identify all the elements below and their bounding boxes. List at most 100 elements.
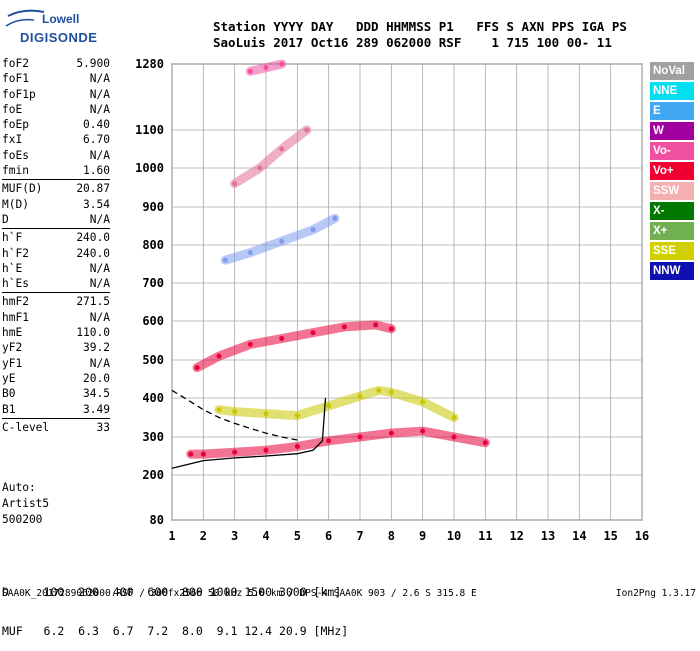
muf-table: D 100 200 400 600 800 1000 1500 3000 [km… [2,560,348,651]
param-value: N/A [89,87,110,101]
param-key: foF2 [2,57,29,70]
y-tick-label: 600 [142,314,164,328]
x-tick-label: 9 [419,529,426,543]
x-tick-label: 6 [325,529,332,543]
param-key: MUF(D) [2,182,43,196]
param-row-h-f: h`F 240.0 [2,230,168,245]
y-tick-label: 1280 [135,57,164,71]
param-row-h-e: h`E N/A [2,261,168,276]
echo-point [304,127,310,133]
echo-trace-3 [192,320,396,373]
param-value: 240.0 [76,231,110,245]
echo-point [388,326,394,332]
x-tick-label: 3 [231,529,238,543]
param-row-fof1: foF1 N/A [2,71,168,86]
param-row-yf2: yF2 39.2 [2,340,168,355]
param-row-hmf1: hmF1 N/A [2,310,168,325]
param-row-h-f2: h`F2 240.0 [2,246,168,261]
param-value: 1.60 [83,164,110,178]
param-row-h-es: h`Es N/A [2,276,168,291]
logo-swoosh-icon [5,9,45,27]
param-key: yE [2,371,16,385]
echo-point [257,165,263,171]
legend-item-vo-: Vo+ [650,162,694,180]
echo-point [222,257,228,263]
param-value: N/A [89,310,110,324]
param-key: h`E [2,261,23,275]
echo-point [263,65,269,71]
param-value: 110.0 [76,326,110,340]
x-tick-label: 5 [294,529,301,543]
param-row-b0: B0 34.5 [2,386,168,401]
polarization-legend: NoVal NNE E W Vo- Vo+ SSW X- X+ SSE NNW [650,62,694,282]
logo-text-digisonde: DIGISONDE [20,30,98,45]
echo-point [310,227,316,233]
y-tick-label: 1000 [135,161,164,175]
echo-point [373,322,379,328]
software-version: Ion2Png 1.3.17 [615,588,696,599]
echo-point [232,449,238,455]
param-row-fof1p: foF1p N/A [2,87,168,102]
param-value: 3.54 [83,197,110,211]
x-tick-label: 16 [635,529,649,543]
echo-point [188,451,194,457]
y-tick-label: 200 [142,468,164,482]
param-separator [2,292,110,294]
echo-point [294,444,300,449]
param-row-fof2: foF2 5.900 [2,56,168,71]
echo-trace-5 [230,125,312,189]
param-value: N/A [89,102,110,116]
param-key: foEs [2,148,29,162]
param-key: hmF1 [2,310,29,324]
echo-point [216,407,222,413]
param-row-fmin: fmin 1.60 [2,163,168,178]
echo-point [247,250,253,256]
y-tick-label: 300 [142,430,164,444]
plot-frame [171,63,643,521]
param-key: foEp [2,118,29,132]
echo-point [294,413,300,419]
echo-point [263,447,269,453]
param-value: 34.5 [83,387,110,401]
param-key: C-level [2,420,50,434]
station-header-values: SaoLuis 2017 Oct16 289 062000 RSF 1 715 … [213,35,612,50]
legend-item-noval: NoVal [650,62,694,80]
echo-point [279,238,285,244]
param-key: h`F2 [2,246,29,260]
param-key: B0 [2,387,16,401]
param-row-fxi: fxI 6.70 [2,132,168,147]
y-tick-label: 80 [150,513,164,527]
param-value: 0.40 [83,118,110,132]
autoscaling-info: Auto: Artist5 500200 [2,480,49,528]
o-mode-model-curve [171,397,327,469]
param-value: N/A [89,72,110,86]
auto-software: Artist5 [2,497,50,510]
param-row-yf1: yF1 N/A [2,356,168,371]
param-key: h`Es [2,277,29,291]
ionogram-chart: 1 2 3 4 5 6 7 8 9 10 11 12 13 14 15 1680200300400500600… [135,57,649,543]
param-value: N/A [89,356,110,370]
y-tick-label: 1100 [135,123,164,137]
legend-item-vo-: Vo- [650,142,694,160]
param-value: N/A [89,148,110,162]
logo-text-lowell: Lowell [42,12,80,26]
y-tick-label: 500 [142,353,164,367]
echo-point [420,428,426,434]
param-row-c-level: C-level 33 [2,420,168,435]
param-key: h`F [2,231,23,245]
param-row-muf-d-: MUF(D) 20.87 [2,181,168,196]
param-row-foes: foEs N/A [2,148,168,163]
x-tick-label: 4 [262,529,269,543]
echo-point [279,61,285,67]
legend-item-ssw: SSW [650,182,694,200]
echo-point [357,434,363,440]
param-row-ye: yE 20.0 [2,371,168,386]
param-key: hmF2 [2,295,29,309]
echo-point [263,411,269,417]
echo-point [216,353,222,359]
param-value: 5.900 [76,57,110,70]
echo-point [310,330,316,336]
y-tick-label: 400 [142,391,164,405]
x-tick-label: 12 [509,529,523,543]
legend-item-w: W [650,122,694,140]
